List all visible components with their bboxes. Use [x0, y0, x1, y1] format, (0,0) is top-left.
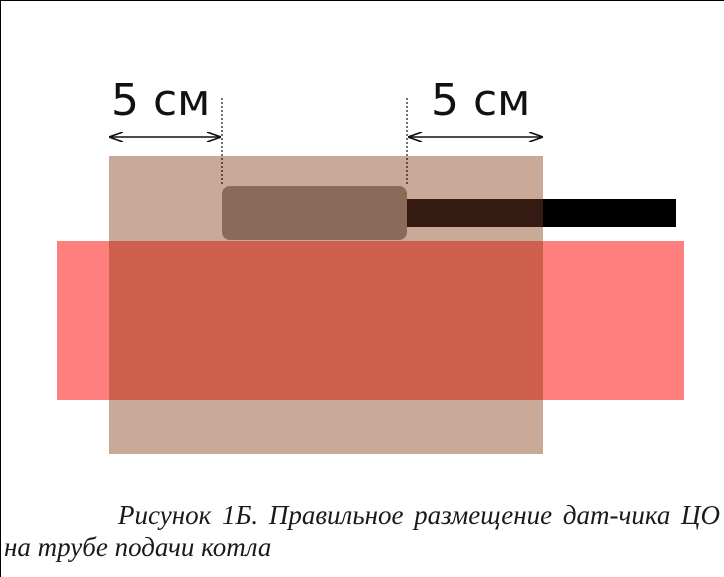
- pipe-left-segment: [57, 241, 109, 400]
- cable-under-insulation: [406, 199, 543, 227]
- right-dimension-label: 5 см: [431, 75, 530, 126]
- sensor-placement-diagram: 5 см 5 см: [57, 75, 684, 454]
- pipe-right-segment: [543, 241, 684, 400]
- left-dimension-label: 5 см: [111, 75, 210, 126]
- cable-outside: [543, 199, 676, 227]
- pipe-under-insulation: [109, 241, 543, 400]
- figure-caption: Рисунок 1Б. Правильное размещение дат-чи…: [4, 500, 720, 562]
- sensor-body: [222, 186, 407, 240]
